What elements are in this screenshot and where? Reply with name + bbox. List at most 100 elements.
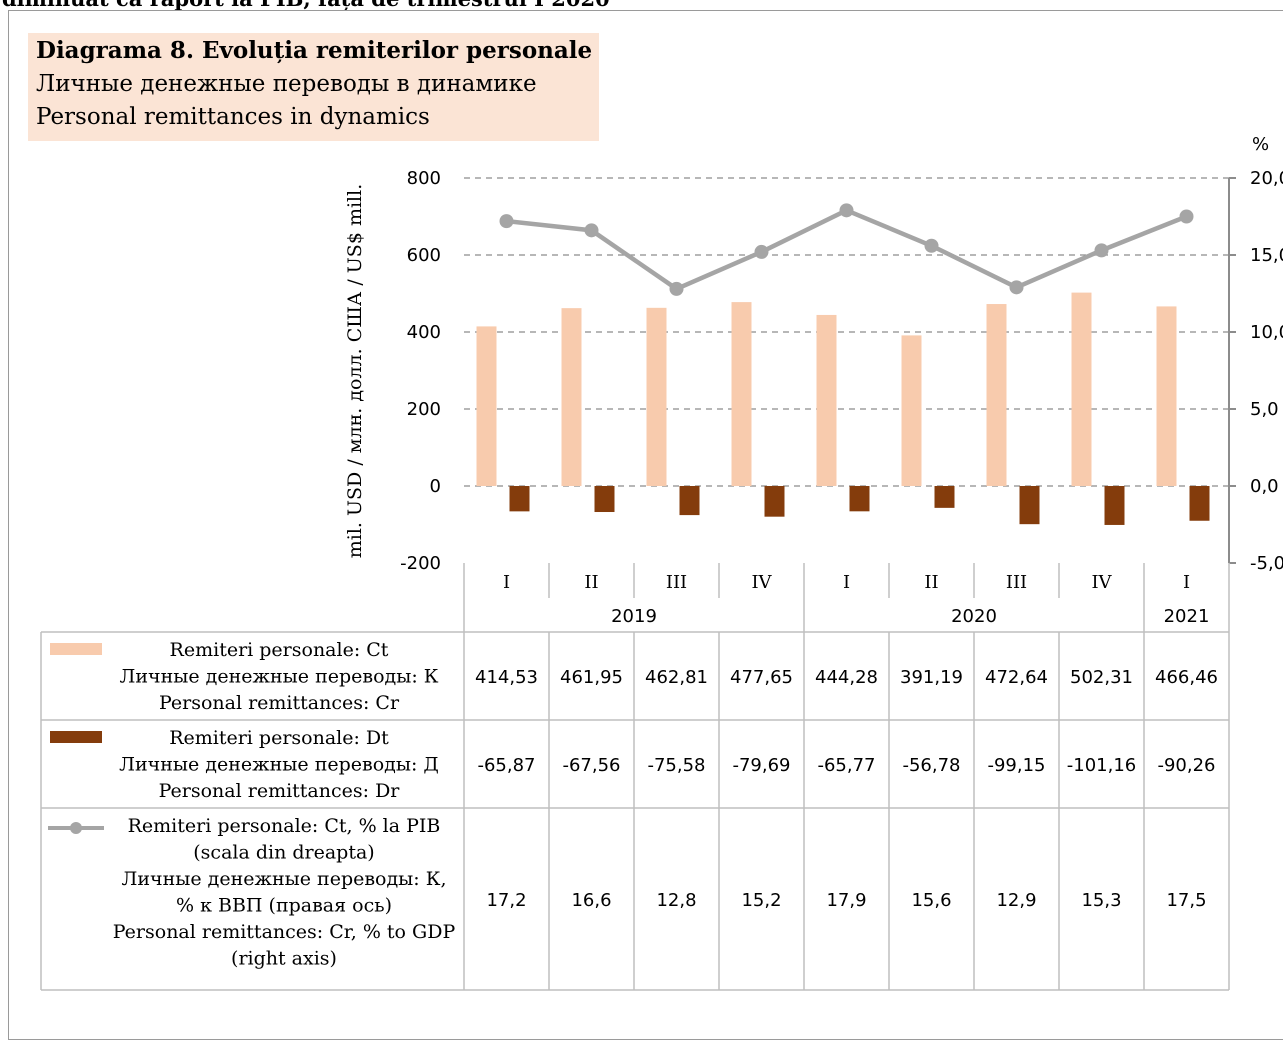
line-point [754,244,769,259]
legend-key [50,643,102,655]
table-value: 12,8 [656,890,696,911]
y2-tick-label: 0,0 [1250,476,1279,497]
legend-key-marker [70,822,82,834]
bar-credit [1156,306,1177,486]
bar-credit [986,304,1007,486]
table-value: -67,56 [562,755,620,776]
bar-debit [1189,486,1210,521]
year-label: 2020 [951,606,997,627]
table-value: 444,28 [815,667,878,688]
x-tick-label: II [584,572,598,593]
legend-key [50,731,102,743]
table-value: 12,9 [996,890,1036,911]
legend-text: (scala din dreapta) [193,842,374,864]
axes: 800 600 400 200 0 -200 20,0 15,0 10,0 5,0 0,0 -5,0%… [344,134,1283,574]
bar-credit [901,335,922,486]
x-tick-label: II [924,572,938,593]
legend-text: Remiteri personale: Ct, % la PIB [128,815,441,837]
legend-text: Personal remittances: Cr [159,692,400,714]
line-point [669,281,684,296]
line-point [1009,280,1024,295]
bar-debit [764,486,785,517]
table-value: -65,87 [477,755,535,776]
table-value: 17,2 [486,890,526,911]
legend-text: Личные денежные переводы: К [120,666,439,688]
table-value: 16,6 [571,890,611,911]
bar-debit [934,486,955,508]
legend-text: Remiteri personale: Ct [170,639,389,661]
table-value: -79,69 [732,755,790,776]
y-axis-label: mil. USD / млн. долл. США / US$ mill. [344,184,366,558]
year-label: 2019 [611,606,657,627]
line-point [924,238,939,253]
x-tick-label: I [503,572,510,593]
y2-tick-label: 15,0 [1250,245,1283,266]
bar-debit [1104,486,1125,525]
chart-title-en: Personal remittances in dynamics [36,104,430,130]
bar-credit [816,314,837,486]
bar-debit [509,486,530,512]
table-value: -99,15 [987,755,1045,776]
table-value: 502,31 [1070,667,1133,688]
x-tick-label: IV [751,572,772,593]
y-tick-label: 0 [430,476,441,497]
table-value: 477,65 [730,667,793,688]
table-value: 17,5 [1166,890,1206,911]
legend-text: Личные денежные переводы: К, [121,868,446,890]
x-tick-label: I [1183,572,1190,593]
year-label: 2021 [1164,606,1210,627]
chart-title-ru: Личные денежные переводы в динамике [36,71,537,97]
x-tick-label: I [843,572,850,593]
table-value: 466,46 [1155,667,1218,688]
legend-text: Remiteri personale: Dt [169,727,389,749]
table-value: -65,77 [817,755,875,776]
table-value: 472,64 [985,667,1048,688]
line-point [584,223,599,238]
bar-credit [1071,292,1092,486]
bars [476,292,1210,525]
line-series [506,207,1188,292]
line-point [839,203,854,218]
table-value: -90,26 [1157,755,1215,776]
legend-text: % к ВВП (правая ось) [176,895,392,917]
x-tick-label: III [1006,572,1027,593]
table-value: -75,58 [647,755,705,776]
y-tick-label: 400 [407,322,441,343]
bar-credit [476,326,497,486]
y2-tick-label: 20,0 [1250,168,1283,189]
table-value: 414,53 [475,667,538,688]
table-value: -56,78 [902,755,960,776]
table-value: 461,95 [560,667,623,688]
y-tick-label: 800 [407,168,441,189]
y2-tick-label: 10,0 [1250,322,1283,343]
y-tick-label: -200 [400,553,441,574]
title-box: Diagrama 8. Evoluția remiterilor persona… [28,33,599,141]
table-value: 17,9 [826,890,866,911]
y2-tick-label: 5,0 [1250,399,1279,420]
y2-tick-label: -5,0 [1250,553,1283,574]
y2-unit-label: % [1252,134,1269,155]
table-value: 15,6 [911,890,951,911]
legend-text: Личные денежные переводы: Д [119,754,439,776]
y-tick-label: 600 [407,245,441,266]
bar-debit [1019,486,1040,525]
table-value: 15,3 [1081,890,1121,911]
table-value: 391,19 [900,667,963,688]
table-value: -101,16 [1067,755,1136,776]
line-point [1179,209,1194,224]
bar-credit [561,308,582,486]
cut-off-heading: diminuat ca raport la PIB, față de trime… [2,0,610,11]
bar-debit [849,486,870,512]
gdp-share-line [499,203,1194,296]
bar-credit [646,307,667,486]
legend-text: Personal remittances: Cr, % to GDP [113,921,456,943]
bar-credit [731,302,752,486]
x-tick-label: III [666,572,687,593]
y-tick-label: 200 [407,399,441,420]
line-point [1094,243,1109,258]
bar-debit [679,486,700,516]
table-value: 15,2 [741,890,781,911]
table-value: 462,81 [645,667,708,688]
